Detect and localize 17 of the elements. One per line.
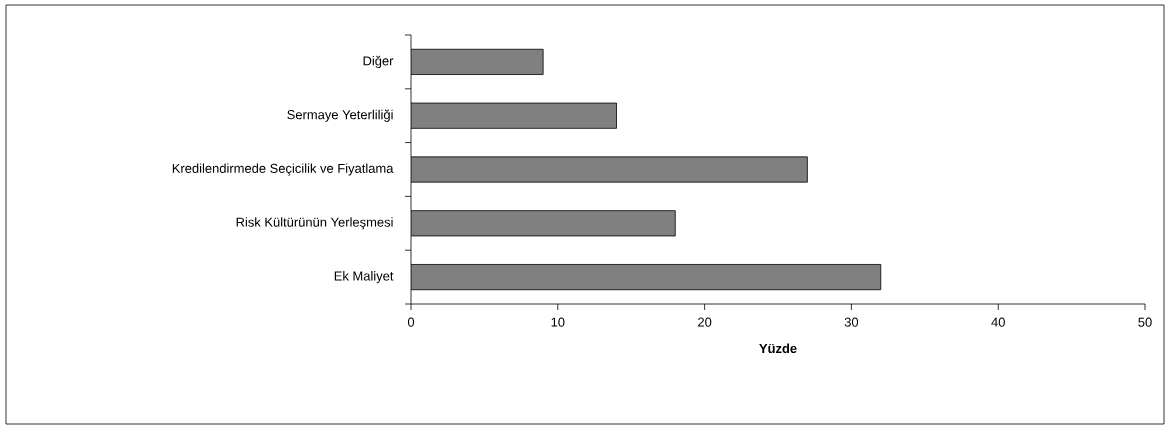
- y-tick-label: Ek Maliyet: [334, 271, 394, 284]
- y-tick-label: Diğer: [363, 55, 394, 69]
- x-tick-label: 10: [551, 317, 565, 327]
- y-tick-label: Sermaye Yeterliliği: [287, 109, 393, 122]
- bar: [411, 156, 808, 183]
- bar: [411, 264, 882, 291]
- x-tick-label: 40: [991, 317, 1005, 327]
- bar: [411, 48, 544, 75]
- bar: [411, 210, 676, 237]
- y-tick-label: Risk Kültürünün Yerleşmesi: [236, 217, 393, 230]
- y-tick-label: Kredilendirmede Seçicilik ve Fiyatlama: [172, 163, 394, 176]
- bar: [411, 102, 617, 129]
- x-tick-label: 50: [1138, 317, 1152, 327]
- x-axis-title: Yüzde: [759, 343, 797, 354]
- x-tick-label: 20: [698, 317, 712, 327]
- x-tick-label: 0: [407, 317, 415, 327]
- x-tick-label: 30: [844, 317, 859, 327]
